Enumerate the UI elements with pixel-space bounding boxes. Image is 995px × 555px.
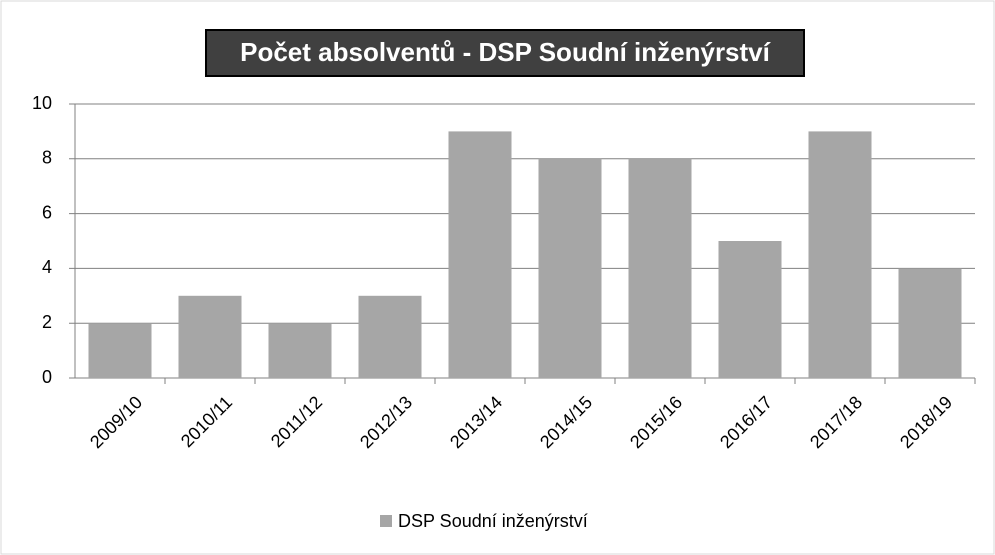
chart-title: Počet absolventů - DSP Soudní inženýrstv… bbox=[240, 37, 771, 67]
y-tick-label: 10 bbox=[32, 93, 52, 113]
legend-swatch bbox=[380, 515, 392, 527]
bar bbox=[448, 131, 512, 378]
y-tick-label: 4 bbox=[42, 257, 52, 277]
y-tick-label: 6 bbox=[42, 202, 52, 222]
bar bbox=[898, 268, 962, 378]
bar bbox=[808, 131, 872, 378]
bar bbox=[268, 323, 332, 378]
y-tick-label: 2 bbox=[42, 312, 52, 332]
bar bbox=[538, 158, 602, 378]
title-box bbox=[205, 29, 805, 77]
bar bbox=[628, 158, 692, 378]
bar bbox=[358, 295, 422, 378]
y-tick-label: 8 bbox=[42, 148, 52, 168]
legend-label: DSP Soudní inženýrství bbox=[398, 511, 588, 531]
y-tick-label: 0 bbox=[42, 367, 52, 387]
bar bbox=[178, 295, 242, 378]
bar bbox=[88, 323, 152, 378]
bar bbox=[718, 241, 782, 378]
